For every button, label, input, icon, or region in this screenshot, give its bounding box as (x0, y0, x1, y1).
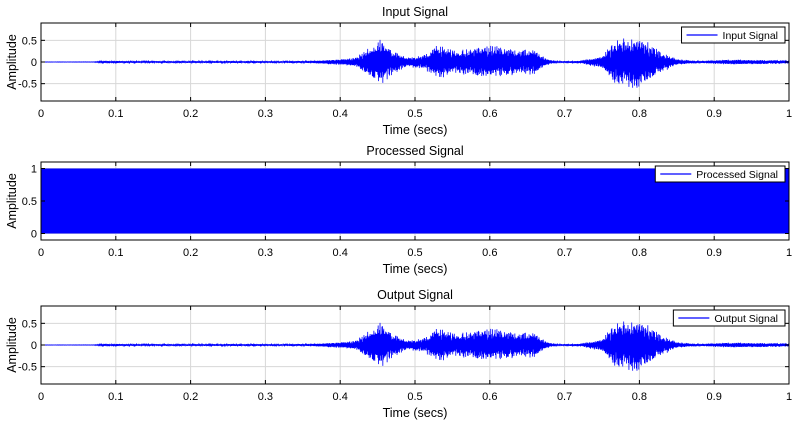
y-tick-label: 0.5 (22, 318, 37, 330)
panel-1: 0 0.1 0.2 0.3 0.4 0.5 0.6 0.7 0.8 0.9 1 0.5 0 -0.5 Inp… (5, 5, 792, 137)
y-tick-label: -0.5 (18, 362, 37, 374)
x-tick-label: 0.4 (333, 247, 348, 259)
legend-label: Input Signal (723, 30, 778, 42)
series-line (41, 168, 789, 234)
x-tick-label: 0 (38, 391, 44, 403)
y-axis-label: Amplitude (5, 34, 19, 90)
legend: Input Signal (681, 26, 786, 44)
y-axis-label: Amplitude (5, 317, 19, 373)
x-tick-label: 0.6 (482, 108, 497, 120)
x-tick-label: 0.1 (108, 108, 123, 120)
legend-box (654, 165, 786, 183)
x-tick-label: 0 (38, 247, 44, 259)
x-tick-label: 0.3 (258, 247, 273, 259)
legend-box (672, 309, 786, 327)
x-tick-label: 0.9 (707, 247, 722, 259)
series-line (41, 38, 789, 88)
y-tick-label: 0.5 (22, 35, 37, 47)
x-tick-label: 0.9 (707, 391, 722, 403)
chart-title: Processed Signal (366, 144, 463, 158)
x-tick-label: 1 (786, 247, 792, 259)
x-tick-label: 0.7 (557, 108, 572, 120)
x-tick-label: 0.5 (407, 108, 422, 120)
panel-3: 0 0.1 0.2 0.3 0.4 0.5 0.6 0.7 0.8 0.9 1 0.5 0 -0.5 Out… (5, 288, 792, 420)
x-tick-label: 0 (38, 108, 44, 120)
chart-title: Output Signal (377, 288, 453, 302)
x-tick-label: 0.3 (258, 391, 273, 403)
x-axis-label: Time (secs) (383, 262, 448, 276)
y-axis-label: Amplitude (5, 173, 19, 229)
x-tick-label: 0.6 (482, 391, 497, 403)
x-tick-label: 0.8 (632, 108, 647, 120)
panel-2: 0 0.1 0.2 0.3 0.4 0.5 0.6 0.7 0.8 0.9 1 1 0.5 0 Proces… (5, 144, 792, 276)
legend: Output Signal (672, 309, 786, 327)
legend-box (681, 26, 786, 44)
x-tick-label: 0.4 (333, 108, 348, 120)
x-tick-label: 0.4 (333, 391, 348, 403)
legend-label: Processed Signal (696, 169, 778, 181)
x-tick-label: 0.6 (482, 247, 497, 259)
x-tick-label: 0.1 (108, 391, 123, 403)
x-tick-label: 0.2 (183, 108, 198, 120)
x-tick-label: 0.8 (632, 247, 647, 259)
series-line (41, 321, 789, 371)
x-tick-label: 1 (786, 108, 792, 120)
x-tick-label: 1 (786, 391, 792, 403)
x-tick-label: 0.5 (407, 391, 422, 403)
x-tick-label: 0.1 (108, 247, 123, 259)
y-tick-label: -0.5 (18, 79, 37, 91)
x-tick-label: 0.2 (183, 247, 198, 259)
y-tick-label: 0 (31, 229, 37, 241)
x-tick-label: 0.7 (557, 247, 572, 259)
x-axis-label: Time (secs) (383, 406, 448, 420)
y-tick-label: 0.5 (22, 196, 37, 208)
x-tick-label: 0.5 (407, 247, 422, 259)
x-tick-label: 0.9 (707, 108, 722, 120)
legend-label: Output Signal (714, 313, 778, 325)
y-tick-label: 0 (31, 340, 37, 352)
x-tick-label: 0.7 (557, 391, 572, 403)
x-tick-label: 0.3 (258, 108, 273, 120)
y-tick-label: 0 (31, 57, 37, 69)
y-tick-label: 1 (31, 164, 37, 176)
x-tick-label: 0.2 (183, 391, 198, 403)
x-axis-label: Time (secs) (383, 123, 448, 137)
chart-title: Input Signal (382, 5, 448, 19)
x-tick-label: 0.8 (632, 391, 647, 403)
legend: Processed Signal (654, 165, 786, 183)
